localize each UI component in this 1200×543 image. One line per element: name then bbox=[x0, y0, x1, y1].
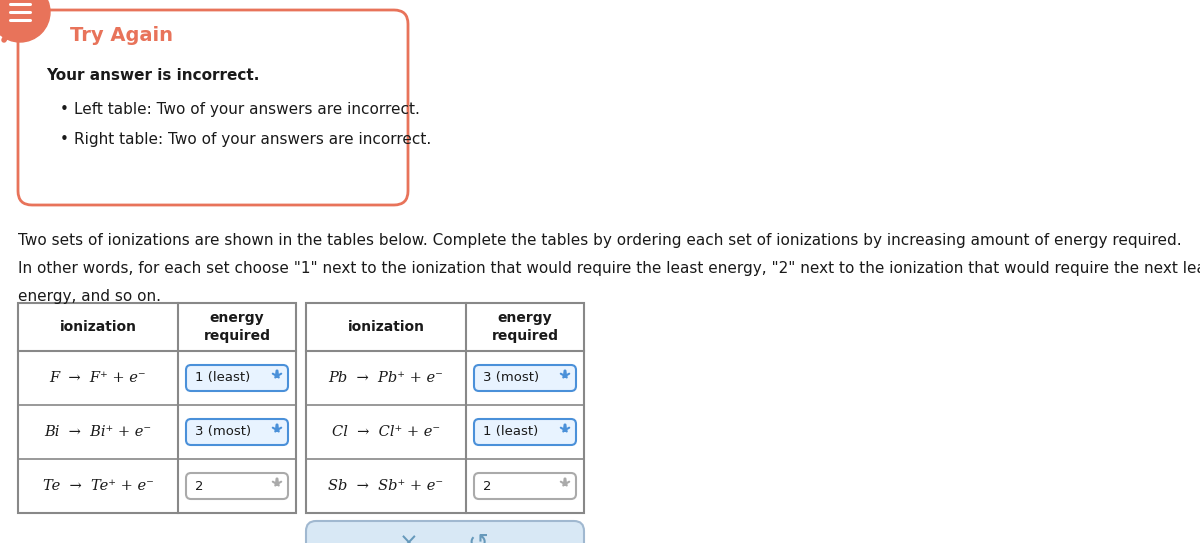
Text: 2: 2 bbox=[194, 479, 204, 493]
Text: Bi  →  Bi⁺ + e⁻: Bi → Bi⁺ + e⁻ bbox=[44, 425, 151, 439]
Text: ↺: ↺ bbox=[468, 532, 488, 543]
FancyBboxPatch shape bbox=[474, 473, 576, 499]
Text: 3 (most): 3 (most) bbox=[482, 371, 539, 384]
Text: Right table: Two of your answers are incorrect.: Right table: Two of your answers are inc… bbox=[74, 132, 431, 147]
Text: F  →  F⁺ + e⁻: F → F⁺ + e⁻ bbox=[49, 371, 146, 385]
FancyBboxPatch shape bbox=[474, 419, 576, 445]
Text: 3 (most): 3 (most) bbox=[194, 426, 251, 439]
FancyBboxPatch shape bbox=[18, 10, 408, 205]
Text: ionization: ionization bbox=[60, 320, 137, 334]
Text: In other words, for each set choose "1" next to the ionization that would requir: In other words, for each set choose "1" … bbox=[18, 261, 1200, 276]
Text: 1 (least): 1 (least) bbox=[194, 371, 251, 384]
Text: Left table: Two of your answers are incorrect.: Left table: Two of your answers are inco… bbox=[74, 102, 420, 117]
Text: Try Again: Try Again bbox=[70, 26, 173, 45]
Text: ionization: ionization bbox=[348, 320, 425, 334]
Text: Cl  →  Cl⁺ + e⁻: Cl → Cl⁺ + e⁻ bbox=[332, 425, 440, 439]
Text: Te  →  Te⁺ + e⁻: Te → Te⁺ + e⁻ bbox=[42, 479, 154, 493]
Text: energy, and so on.: energy, and so on. bbox=[18, 289, 161, 304]
FancyBboxPatch shape bbox=[306, 521, 584, 543]
Bar bbox=[18, 303, 296, 513]
Text: Sb  →  Sb⁺ + e⁻: Sb → Sb⁺ + e⁻ bbox=[329, 479, 444, 493]
FancyBboxPatch shape bbox=[186, 365, 288, 391]
Text: •: • bbox=[60, 102, 68, 117]
Text: Your answer is incorrect.: Your answer is incorrect. bbox=[46, 68, 259, 83]
Circle shape bbox=[0, 0, 50, 42]
Bar bbox=[306, 303, 584, 513]
Text: •: • bbox=[60, 132, 68, 147]
Text: Pb  →  Pb⁺ + e⁻: Pb → Pb⁺ + e⁻ bbox=[329, 371, 444, 385]
Text: ×: × bbox=[398, 532, 419, 543]
Text: energy
required: energy required bbox=[492, 311, 558, 343]
Text: 2: 2 bbox=[482, 479, 492, 493]
Text: energy
required: energy required bbox=[204, 311, 270, 343]
FancyBboxPatch shape bbox=[186, 473, 288, 499]
FancyBboxPatch shape bbox=[186, 419, 288, 445]
FancyBboxPatch shape bbox=[474, 365, 576, 391]
Text: 1 (least): 1 (least) bbox=[482, 426, 539, 439]
Text: Two sets of ionizations are shown in the tables below. Complete the tables by or: Two sets of ionizations are shown in the… bbox=[18, 233, 1182, 248]
